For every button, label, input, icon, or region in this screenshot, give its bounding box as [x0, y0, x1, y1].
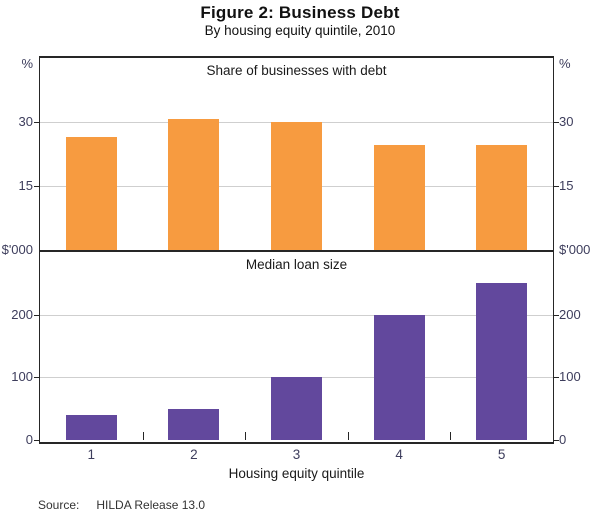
- bar-quintile-4: [373, 145, 425, 250]
- plot-frame: [39, 56, 554, 444]
- y-tick-label-right: 0: [559, 432, 567, 447]
- y-tick-label-right: 100: [559, 369, 581, 385]
- x-category-label: 5: [497, 447, 506, 462]
- x-tick-mark: [347, 432, 349, 440]
- y-tick-label-left: 200: [11, 306, 33, 322]
- bar-quintile-5: [476, 144, 528, 250]
- figure-subtitle: By housing equity quintile, 2010: [204, 23, 396, 38]
- y-tick-mark-right: [554, 186, 559, 187]
- bar-quintile-5: [476, 283, 528, 440]
- x-tick-mark: [142, 432, 144, 440]
- panel-divider-line: [40, 250, 553, 252]
- x-tick-mark: [245, 432, 247, 440]
- y-tick-mark-left: [34, 122, 39, 123]
- panel-title: Median loan size: [245, 257, 348, 272]
- y-tick-label-right: 15: [559, 178, 574, 193]
- y-tick-mark-right: [554, 440, 559, 441]
- y-tick-label-right: 200: [559, 306, 581, 322]
- y-axis-unit-right: %: [559, 56, 571, 71]
- x-category-label: 4: [395, 447, 403, 462]
- x-category-label: 3: [292, 447, 301, 462]
- figure-title: Figure 2: Business Debt: [200, 3, 400, 22]
- bar-quintile-2: [168, 408, 220, 440]
- y-tick-mark-left: [34, 186, 39, 187]
- source-text: HILDA Release 13.0: [96, 498, 206, 512]
- y-tick-label-right: 30: [559, 114, 574, 129]
- y-tick-label-left: 30: [18, 114, 33, 129]
- source-label: Source:: [38, 498, 80, 512]
- y-tick-mark-right: [554, 377, 559, 379]
- y-tick-label-left: 15: [18, 178, 33, 193]
- x-category-label: 1: [87, 447, 96, 462]
- bar-quintile-4: [373, 314, 425, 440]
- bar-quintile-3: [271, 377, 322, 440]
- x-category-label: 2: [190, 447, 198, 462]
- panel-title: Share of businesses with debt: [206, 63, 387, 78]
- bar-quintile-1: [65, 136, 117, 250]
- bar-quintile-3: [271, 122, 322, 250]
- y-tick-mark-left: [34, 377, 39, 379]
- y-tick-label-left: 100: [11, 369, 33, 385]
- y-tick-mark-left: [34, 440, 39, 441]
- y-axis-unit-left: %: [21, 56, 33, 71]
- bar-quintile-1: [65, 414, 117, 440]
- bar-quintile-2: [168, 119, 220, 250]
- y-axis-unit-right: $'000: [559, 242, 591, 257]
- y-axis-unit-left: $'000: [1, 242, 33, 257]
- y-tick-mark-left: [34, 314, 39, 316]
- y-tick-label-left: 0: [25, 432, 33, 447]
- y-tick-mark-right: [554, 314, 559, 316]
- x-tick-mark: [450, 432, 452, 440]
- x-axis-title: Housing equity quintile: [228, 466, 365, 481]
- y-tick-mark-right: [554, 122, 559, 123]
- gridline-200: [40, 314, 553, 316]
- source-note: Source: HILDA Release 13.0: [38, 498, 205, 512]
